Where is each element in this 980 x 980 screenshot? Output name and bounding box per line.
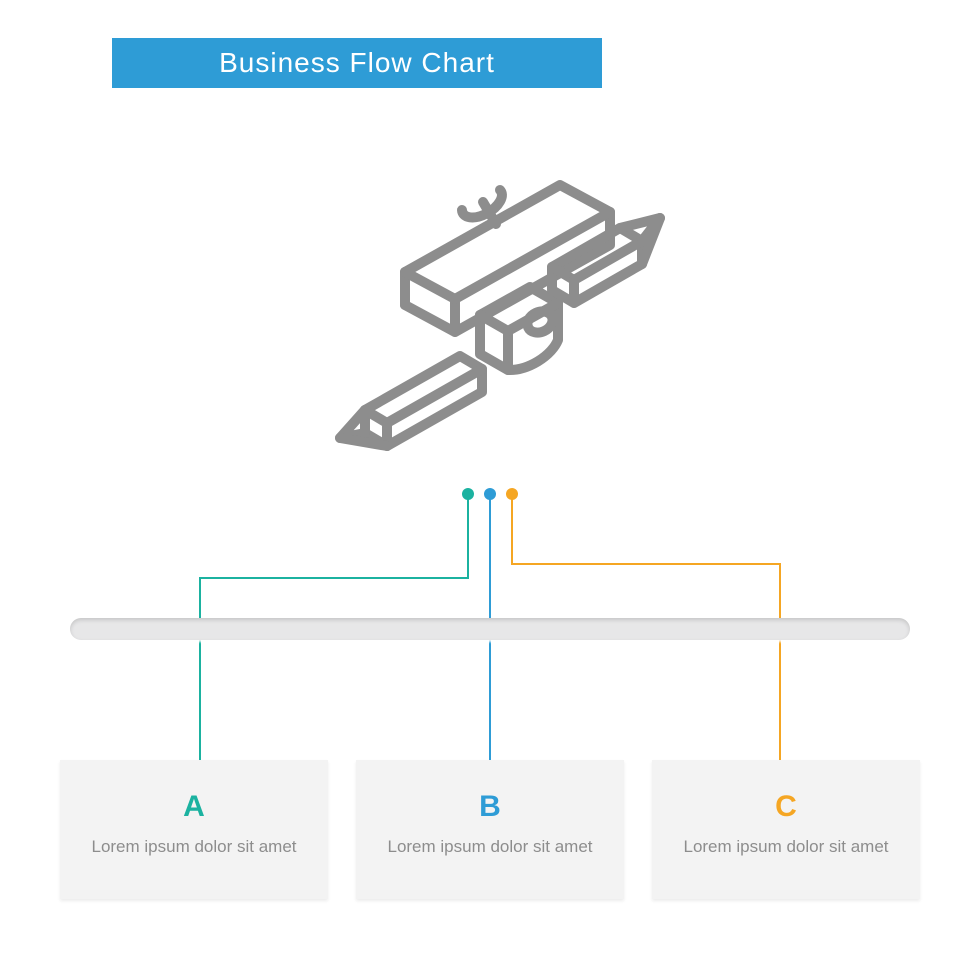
card-b: B Lorem ipsum dolor sit amet [356, 760, 624, 899]
card-row: A Lorem ipsum dolor sit amet B Lorem ips… [60, 760, 920, 899]
card-letter: C [672, 790, 900, 824]
card-letter: B [376, 790, 604, 824]
card-letter: A [80, 790, 308, 824]
card-body: Lorem ipsum dolor sit amet [672, 836, 900, 859]
card-c: C Lorem ipsum dolor sit amet [652, 760, 920, 899]
card-body: Lorem ipsum dolor sit amet [376, 836, 604, 859]
satellite-icon [290, 140, 690, 480]
page-title: Business Flow Chart [112, 38, 602, 88]
card-a: A Lorem ipsum dolor sit amet [60, 760, 328, 899]
divider-bar [70, 618, 910, 640]
card-body: Lorem ipsum dolor sit amet [80, 836, 308, 859]
